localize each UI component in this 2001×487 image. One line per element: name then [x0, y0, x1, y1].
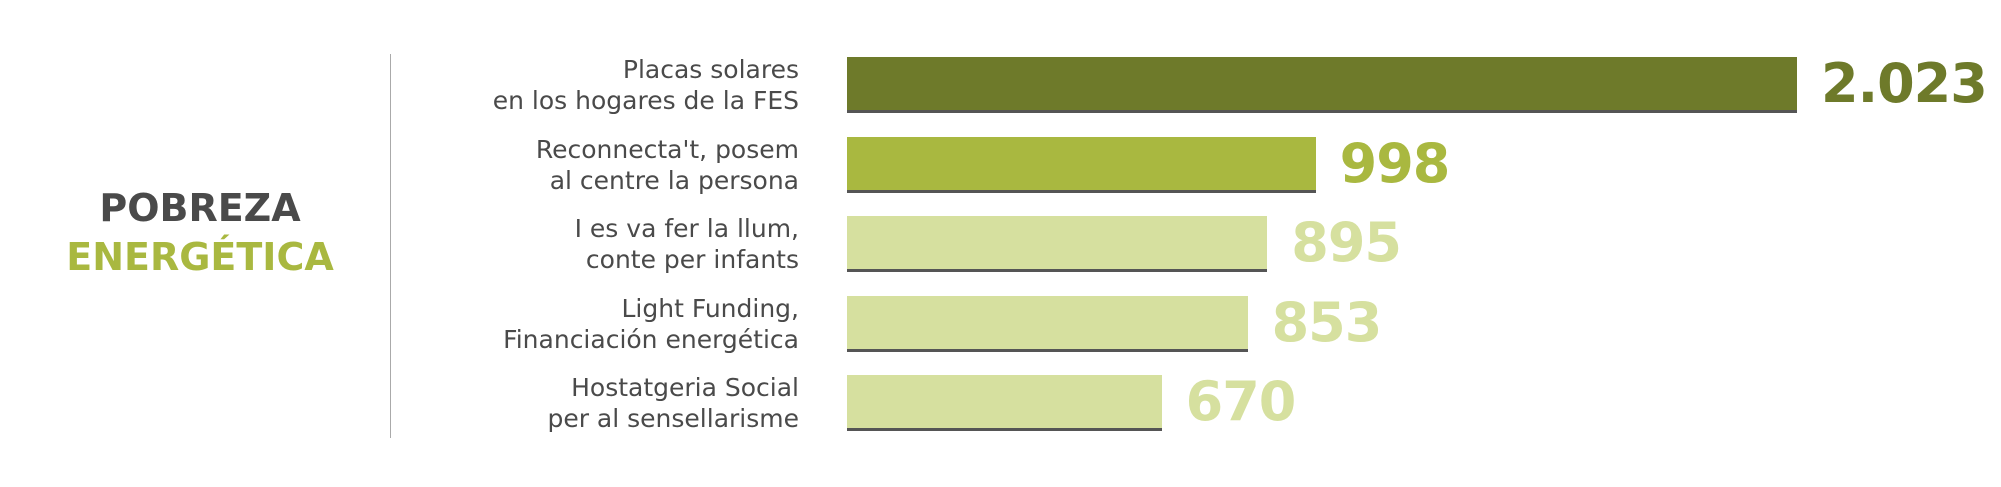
value-label: 670	[1185, 370, 1297, 433]
bar	[847, 295, 1248, 352]
bar	[847, 57, 1797, 113]
value-label: 2.023	[1821, 52, 1988, 115]
category-label: I es va fer la llum, conte per infants	[574, 214, 799, 274]
category-label: Reconnecta't, posem al centre la persona	[535, 134, 799, 195]
category-label: Placas solares en los hogares de la FES	[492, 55, 799, 115]
chart-title: POBREZA	[99, 186, 301, 230]
bar	[847, 136, 1316, 193]
value-label: 998	[1339, 131, 1451, 195]
chart-title: ENERGÉTICA	[66, 235, 334, 279]
category-label: Light Funding, Financiación energética	[503, 293, 799, 354]
value-label: 853	[1271, 290, 1383, 354]
value-label: 895	[1291, 211, 1402, 274]
bar	[847, 375, 1162, 431]
bar	[847, 216, 1268, 272]
divider	[390, 54, 391, 438]
category-label: Hostatgeria Social per al sensellarisme	[547, 373, 799, 433]
